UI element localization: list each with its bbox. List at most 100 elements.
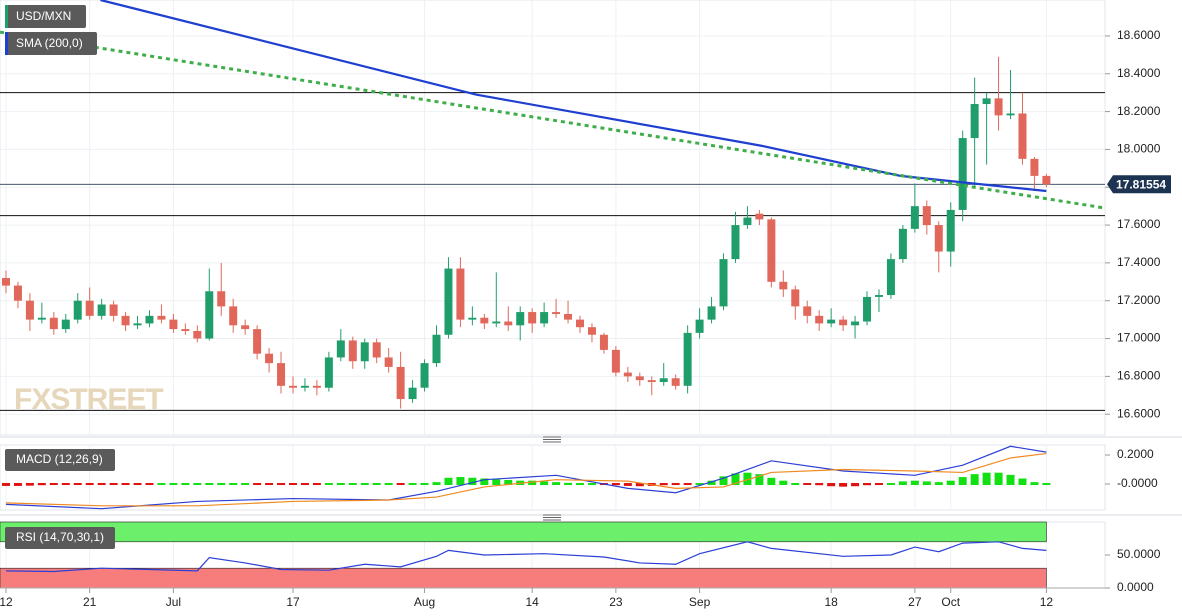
histogram-bar xyxy=(767,477,776,486)
candle-body xyxy=(492,321,501,324)
candle-body xyxy=(743,217,752,226)
histogram-bar xyxy=(37,483,46,486)
candle-body xyxy=(647,380,656,383)
histogram-bar xyxy=(205,483,214,486)
candle-body xyxy=(946,209,955,252)
indicator-line xyxy=(5,541,1047,573)
candle-body xyxy=(253,329,262,354)
candle-body xyxy=(528,312,537,324)
x-tick-label: 17 xyxy=(286,595,300,609)
candle-body xyxy=(396,366,405,400)
histogram-bar xyxy=(348,483,357,486)
candle-body xyxy=(635,376,644,381)
histogram-bar xyxy=(731,473,740,486)
histogram-bar xyxy=(1042,483,1051,486)
candle-body xyxy=(265,353,274,364)
candle-body xyxy=(695,319,704,333)
candle-body xyxy=(1018,113,1027,159)
histogram-bar xyxy=(229,483,238,486)
candle-body xyxy=(133,323,142,326)
y-tick-label: 18.4000 xyxy=(1117,66,1161,80)
x-tick-label: 12 xyxy=(1040,595,1054,609)
y-tick-label: 17.0000 xyxy=(1117,331,1161,345)
candle-body xyxy=(599,334,608,350)
rsi-panel: 50.0000 0.0000 12 21 Jul 17 Aug 14 23 Sep 18 27 Oct 1… xyxy=(0,521,1161,609)
y-tick-label: 16.6000 xyxy=(1117,406,1161,420)
x-tick-label: Sep xyxy=(689,595,711,609)
legend-label: SMA (200,0) xyxy=(16,36,83,50)
histogram-bar xyxy=(444,477,453,486)
histogram-bar xyxy=(970,474,979,486)
resize-handle[interactable] xyxy=(543,514,561,521)
candle-body xyxy=(420,363,429,388)
candle-body xyxy=(121,315,130,326)
candle-body xyxy=(552,312,561,314)
histogram-bar xyxy=(576,483,585,486)
price-tag: 17.81554 xyxy=(1116,177,1166,191)
candle-body xyxy=(540,312,549,324)
candle-body xyxy=(922,206,931,226)
histogram-bar xyxy=(324,483,333,486)
histogram-bar xyxy=(169,483,178,486)
candle-body xyxy=(576,319,585,328)
x-tick-label: Jul xyxy=(166,595,181,609)
histogram-bar xyxy=(13,483,22,486)
candle-body xyxy=(217,291,226,307)
histogram-bar xyxy=(420,483,429,486)
chart-title: USD/MXN xyxy=(16,9,71,23)
histogram-bar xyxy=(360,483,369,486)
candle-body xyxy=(360,342,369,362)
candle-body xyxy=(468,317,477,320)
candle-body xyxy=(516,312,525,326)
histogram-bar xyxy=(982,472,991,486)
histogram-bar xyxy=(97,483,106,486)
histogram-bar xyxy=(815,483,824,486)
histogram-bar xyxy=(121,483,130,486)
x-tick-label: 14 xyxy=(525,595,539,609)
indicator-line xyxy=(0,30,1106,210)
candle-body xyxy=(1006,113,1015,116)
candle-body xyxy=(480,317,489,324)
candle-body xyxy=(324,357,333,388)
plot-area xyxy=(0,0,1106,436)
panel-title: MACD (12,26,9) xyxy=(16,452,103,466)
histogram-bar xyxy=(157,483,166,486)
histogram-bar xyxy=(803,483,812,486)
y-tick-label: 18.0000 xyxy=(1117,142,1161,156)
y-tick-label: 17.6000 xyxy=(1117,217,1161,231)
candle-body xyxy=(886,259,895,296)
x-tick-label: 21 xyxy=(83,595,97,609)
label-box xyxy=(5,527,115,549)
histogram-bar xyxy=(432,482,441,486)
histogram-bar xyxy=(456,477,465,486)
histogram-bar xyxy=(898,481,907,486)
histogram-bar xyxy=(611,483,620,486)
candle-body xyxy=(300,385,309,388)
histogram-bar xyxy=(1,483,10,486)
y-tick-label: 0.2000 xyxy=(1117,447,1154,461)
resize-handle[interactable] xyxy=(543,436,561,443)
candle-body xyxy=(564,313,573,320)
candle-body xyxy=(312,385,321,388)
histogram-bar xyxy=(863,483,872,486)
y-tick-label: 17.4000 xyxy=(1117,255,1161,269)
histogram-bar xyxy=(994,472,1003,486)
histogram-bar xyxy=(300,483,309,486)
histogram-bar xyxy=(874,483,883,486)
candle-body xyxy=(707,306,716,320)
candle-body xyxy=(336,340,345,358)
candle-body xyxy=(229,306,238,326)
candle-body xyxy=(432,334,441,364)
candle-body xyxy=(791,289,800,307)
histogram-bar xyxy=(217,483,226,486)
histogram-bar xyxy=(1018,478,1027,486)
candle-body xyxy=(193,330,202,339)
histogram-bar xyxy=(61,483,70,486)
candle-body xyxy=(205,291,214,339)
x-tick-label: Oct xyxy=(941,595,960,609)
candle-body xyxy=(611,349,620,373)
histogram-bar xyxy=(1030,482,1039,486)
candle-body xyxy=(671,378,680,386)
histogram-bar xyxy=(719,476,728,486)
